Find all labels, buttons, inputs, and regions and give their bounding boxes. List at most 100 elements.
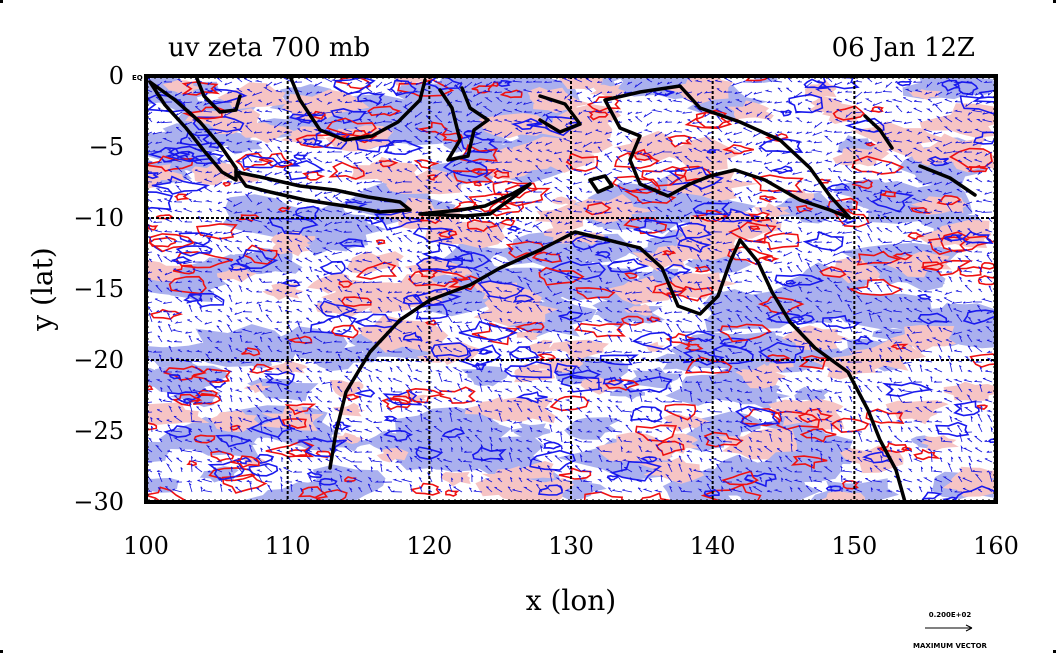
wind-vector: [945, 407, 953, 413]
wind-vector: [607, 330, 612, 333]
wind-vector: [986, 409, 993, 413]
wind-vector: [195, 101, 203, 105]
wind-vector: [408, 275, 413, 283]
wind-vector: [174, 395, 183, 403]
wind-vector: [830, 376, 833, 383]
wind-vector: [795, 449, 803, 453]
wind-vector: [715, 108, 723, 113]
wind-vector: [270, 457, 274, 463]
wind-vector: [427, 268, 433, 273]
wind-vector: [585, 149, 593, 153]
coast-islet: [588, 174, 614, 194]
wind-vector: [490, 442, 493, 453]
wind-vector: [713, 348, 723, 353]
wind-vector: [323, 271, 333, 276]
wind-vector: [726, 429, 733, 433]
wind-vector: [595, 129, 603, 133]
wind-vector: [156, 310, 163, 313]
wind-vector: [841, 478, 853, 483]
negative-contour: [477, 280, 525, 300]
wind-vector: [793, 479, 803, 483]
wind-vector: [777, 396, 783, 403]
wind-vector: [914, 177, 923, 183]
wind-vector: [486, 232, 493, 243]
wind-vector: [866, 268, 873, 273]
wind-vector: [436, 201, 443, 206]
wind-vector: [900, 425, 904, 433]
wind-vector: [405, 291, 413, 294]
wind-vector: [177, 349, 183, 353]
wind-vector: [846, 81, 853, 85]
wind-vector: [773, 190, 783, 194]
wind-vector: [804, 81, 813, 89]
wind-vector: [702, 191, 713, 197]
positive-vorticity-patch: [658, 136, 742, 172]
wind-vector: [708, 375, 713, 383]
wind-vector: [884, 110, 893, 113]
wind-vector: [917, 269, 923, 273]
wind-vector: [497, 356, 503, 363]
wind-vector: [686, 164, 693, 173]
positive-contour: [340, 296, 372, 308]
wind-vector: [835, 194, 843, 203]
wind-vector: [284, 338, 293, 343]
wind-vector: [587, 266, 593, 273]
wind-vector: [584, 460, 593, 463]
wind-vector: [247, 89, 253, 93]
wind-vector: [806, 170, 813, 173]
wind-vector: [475, 161, 483, 164]
wind-vector: [688, 467, 693, 473]
wind-vector: [596, 405, 603, 413]
wind-vector: [907, 179, 913, 183]
wind-vector: [875, 415, 883, 423]
wind-vector: [605, 360, 613, 363]
wind-vector: [223, 238, 233, 243]
wind-vector: [897, 320, 903, 323]
wind-vector: [446, 240, 453, 243]
wind-vector: [606, 90, 613, 94]
wind-vector: [354, 151, 363, 155]
negative-contour: [209, 378, 227, 388]
wind-vector: [678, 426, 683, 433]
wind-vector: [687, 119, 693, 123]
wind-vector: [712, 458, 723, 463]
wind-vector: [756, 201, 763, 204]
negative-contour: [415, 256, 464, 272]
wind-vector: [495, 470, 502, 473]
wind-vector: [409, 267, 413, 273]
wind-vector: [246, 121, 253, 125]
wind-vector: [393, 419, 403, 423]
wind-vector: [257, 457, 263, 463]
wind-vector: [954, 397, 963, 403]
wind-vector: [587, 116, 593, 123]
wind-vector: [588, 245, 593, 253]
positive-contour: [328, 161, 365, 180]
wind-vector: [516, 90, 523, 93]
wind-vector: [276, 130, 283, 133]
wind-vector: [448, 407, 453, 413]
wind-vector: [686, 295, 693, 303]
wind-vector: [667, 333, 673, 343]
wind-vector: [494, 324, 503, 333]
wind-vector: [862, 458, 873, 463]
wind-vector: [927, 448, 933, 453]
negative-contour: [712, 344, 754, 365]
wind-vector: [785, 100, 792, 103]
wind-vector: [784, 119, 793, 123]
wind-vector: [876, 227, 883, 233]
wind-vector: [805, 297, 813, 303]
wind-vector: [960, 444, 964, 453]
negative-vorticity-patch: [217, 135, 263, 155]
wind-vector: [494, 90, 503, 94]
wind-vector: [918, 486, 923, 493]
wind-vector: [776, 366, 783, 373]
wind-vector: [655, 319, 663, 323]
wind-vector: [233, 201, 243, 207]
negative-contour: [333, 76, 376, 95]
wind-vector: [683, 188, 693, 193]
wind-vector: [284, 387, 293, 393]
wind-vector: [768, 217, 773, 223]
wind-vector: [223, 231, 233, 235]
wind-vector: [863, 177, 873, 183]
wind-vector: [903, 200, 913, 204]
